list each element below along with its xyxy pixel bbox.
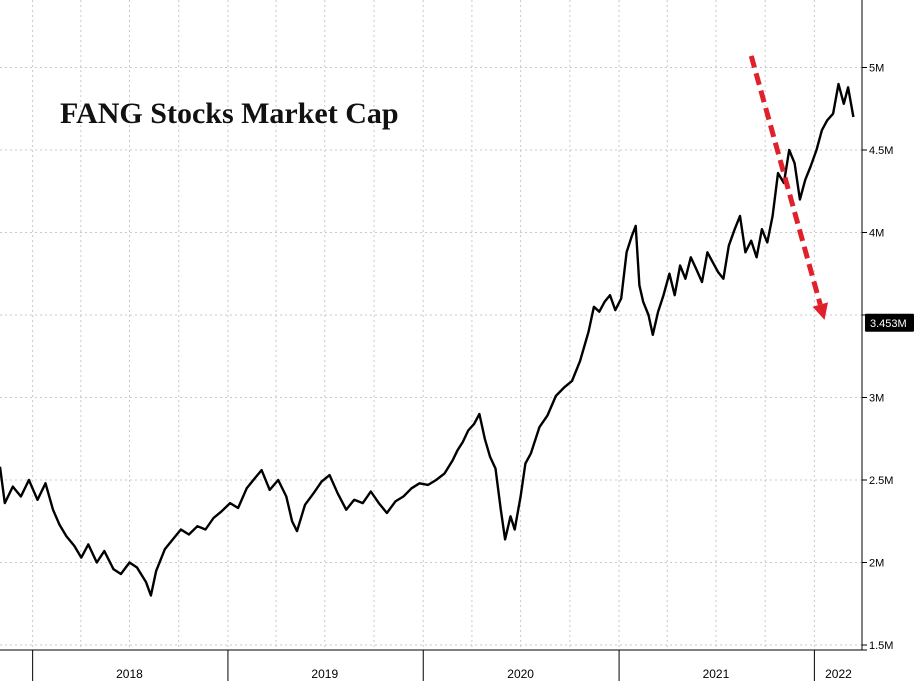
chart-title: FANG Stocks Market Cap xyxy=(60,97,399,130)
last-value-box xyxy=(865,313,914,332)
x-tick-label-2022: 2022 xyxy=(825,667,852,681)
y-tick-label-1: 2M xyxy=(869,558,884,570)
x-axis-ticks: 2018 2019 2020 2021 2022 xyxy=(116,667,852,681)
x-tick-label-2018: 2018 xyxy=(116,667,143,681)
y-tick-label-3: 3M xyxy=(869,393,884,405)
last-value-label: 3.453M xyxy=(870,318,907,330)
x-axis-separators xyxy=(32,650,815,681)
annotation-layer xyxy=(748,55,828,320)
annotation-arrow-head xyxy=(812,302,828,320)
y-tick-label-2: 2.5M xyxy=(869,475,893,487)
grid-layer xyxy=(0,0,862,650)
series-line-market-cap xyxy=(0,82,855,597)
y-tick-label-5: 4M xyxy=(869,228,884,240)
annotation-arrow-shaft xyxy=(748,55,823,306)
y-tick-label-7: 5M xyxy=(869,63,884,75)
x-tick-label-2021: 2021 xyxy=(703,667,730,681)
x-tick-label-2020: 2020 xyxy=(507,667,534,681)
last-value-marker: 3.453M xyxy=(865,313,914,332)
y-tick-label-6: 4.5M xyxy=(869,145,893,157)
x-tick-label-2019: 2019 xyxy=(311,667,338,681)
y-axis-ticks: 1.5M 2M 2.5M 3M 4M 4.5M 5M xyxy=(862,63,893,652)
y-tick-label-0: 1.5M xyxy=(869,640,893,652)
